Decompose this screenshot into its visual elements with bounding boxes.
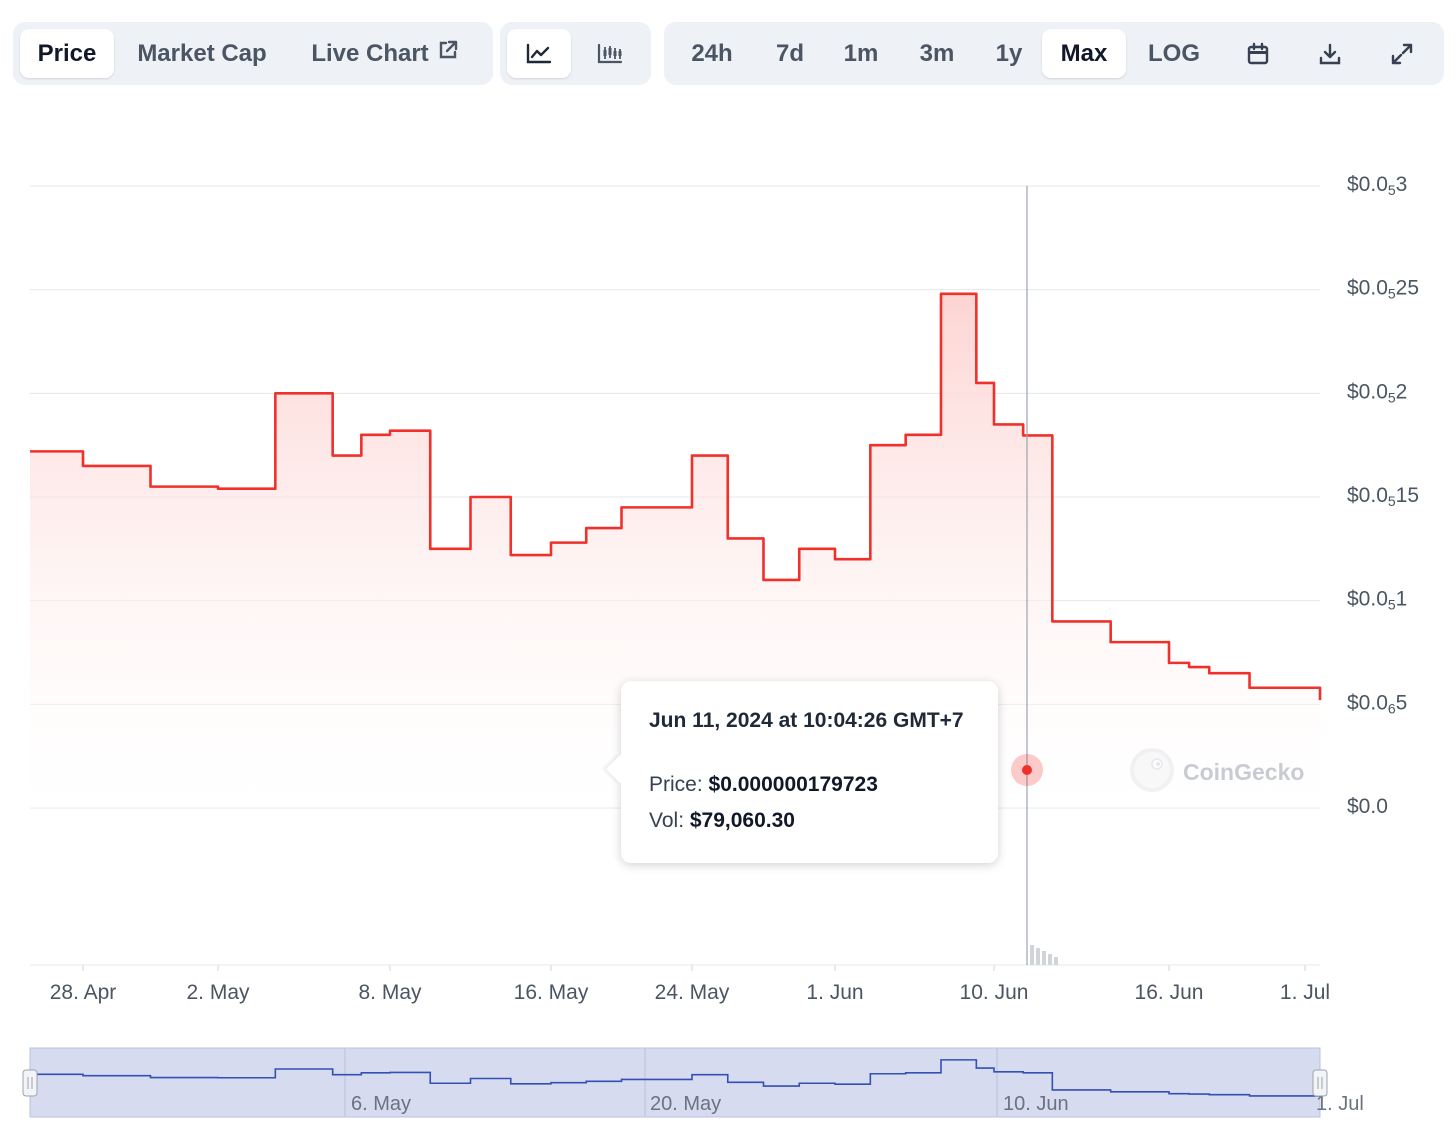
volume-bar: [1036, 948, 1040, 965]
navigator-label: 10. Jun: [1003, 1093, 1069, 1115]
navigator-window: [29, 1047, 1321, 1118]
y-tick-label: $0.052: [1347, 380, 1407, 405]
line-chart-icon: [526, 43, 552, 65]
price-tooltip: Jun 11, 2024 at 10:04:26 GMT+7 Price: $0…: [605, 681, 998, 863]
navigator-label: 1. Jul: [1316, 1093, 1364, 1115]
view-tab-group: Price Market Cap Live Chart: [13, 22, 493, 85]
candlestick-chart-icon: [597, 43, 623, 65]
range-group: 24h 7d 1m 3m 1y Max LOG: [664, 22, 1444, 85]
y-tick-label: $0.0: [1347, 795, 1388, 818]
range-1m[interactable]: 1m: [843, 39, 879, 67]
download-button[interactable]: [1294, 29, 1366, 78]
range-24h[interactable]: 24h: [691, 39, 733, 67]
tooltip-vol-row: Vol: $79,060.30: [649, 809, 970, 833]
tab-live-chart[interactable]: Live Chart: [290, 29, 480, 78]
x-tick-label: 28. Apr: [50, 981, 117, 1004]
x-tick-label: 24. May: [655, 981, 730, 1004]
range-log[interactable]: LOG: [1148, 39, 1200, 67]
x-tick-label: 1. Jun: [806, 981, 863, 1004]
range-max[interactable]: Max: [1042, 29, 1126, 78]
y-tick-label: $0.051: [1347, 587, 1407, 612]
coingecko-logo-icon: [1128, 746, 1176, 799]
price-line: [30, 292, 1322, 701]
highlight-point: [1022, 765, 1032, 775]
volume-bar: [1042, 951, 1046, 965]
x-tick-label: 8. May: [358, 981, 422, 1004]
line-chart-button[interactable]: [507, 29, 571, 78]
external-link-icon: [437, 39, 459, 68]
watermark-text: CoinGecko: [1183, 759, 1305, 785]
calendar-icon: [1246, 42, 1270, 66]
navigator-label: 6. May: [351, 1093, 411, 1115]
navigator-handle[interactable]: [22, 1069, 38, 1097]
range-1y[interactable]: 1y: [995, 39, 1023, 67]
tab-market-cap[interactable]: Market Cap: [137, 39, 267, 67]
navigator-handle[interactable]: [1312, 1069, 1328, 1097]
coingecko-watermark: CoinGecko: [1128, 746, 1304, 799]
x-tick-label: 10. Jun: [960, 981, 1029, 1004]
live-chart-label: Live Chart: [311, 39, 429, 67]
chart-type-group: [500, 22, 651, 85]
volume-bar: [1030, 945, 1034, 965]
tooltip-vol-value: $79,060.30: [689, 809, 795, 832]
tooltip-price-label: Price:: [649, 773, 703, 796]
x-tick-label: 2. May: [186, 981, 250, 1004]
download-icon: [1318, 42, 1342, 66]
tooltip-date: Jun 11, 2024 at 10:04:26 GMT+7: [649, 709, 964, 732]
y-tick-label: $0.053: [1347, 173, 1407, 198]
tab-price[interactable]: Price: [20, 29, 114, 78]
navigator-line: [30, 1059, 1321, 1098]
x-tick-label: 1. Jul: [1280, 981, 1330, 1004]
volume-bar: [1048, 954, 1052, 965]
calendar-button[interactable]: [1222, 29, 1294, 78]
price-area-fill: [30, 293, 1320, 808]
y-tick-label: $0.0525: [1347, 276, 1419, 301]
x-tick-label: 16. Jun: [1135, 981, 1204, 1004]
expand-button[interactable]: [1366, 29, 1438, 78]
tooltip-price-row: Price: $0.000000179723: [649, 773, 970, 797]
range-3m[interactable]: 3m: [919, 39, 955, 67]
candlestick-chart-button[interactable]: [578, 29, 642, 78]
range-7d[interactable]: 7d: [775, 39, 804, 67]
y-tick-label: $0.065: [1347, 691, 1407, 716]
expand-icon: [1390, 42, 1414, 66]
y-tick-label: $0.0515: [1347, 484, 1419, 509]
volume-bar: [1054, 957, 1058, 965]
tooltip-price-value: $0.000000179723: [708, 773, 878, 796]
x-tick-label: 16. May: [514, 981, 589, 1004]
navigator-label: 20. May: [650, 1093, 721, 1115]
tooltip-vol-label: Vol:: [649, 809, 685, 832]
